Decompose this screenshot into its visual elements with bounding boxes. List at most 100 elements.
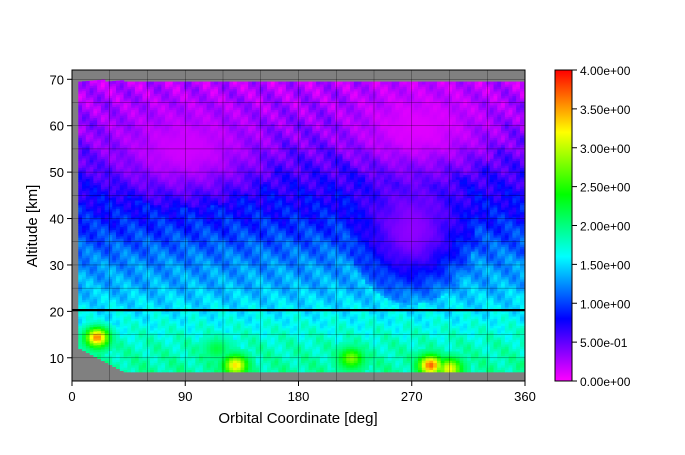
heatmap-cell <box>176 130 181 134</box>
heatmap-cell <box>183 353 189 357</box>
heatmap-cell <box>108 192 113 196</box>
heatmap-cell <box>168 350 174 354</box>
heatmap-cell <box>183 132 189 136</box>
heatmap-cell <box>100 98 106 102</box>
heatmap-cell <box>93 349 98 353</box>
heatmap-cell <box>142 153 147 157</box>
heatmap-cell <box>191 151 196 155</box>
heatmap-cell <box>153 134 159 138</box>
heatmap-cell <box>165 230 170 234</box>
heatmap-cell <box>183 367 189 370</box>
heatmap-cell <box>150 327 155 331</box>
heatmap-cell <box>161 165 166 169</box>
heatmap-cell <box>157 153 162 157</box>
heatmap-cell <box>127 86 132 90</box>
heatmap-cell <box>165 260 170 264</box>
heatmap-cell <box>104 353 110 357</box>
heatmap-cell <box>183 232 189 236</box>
heatmap-cell <box>119 277 125 281</box>
heatmap-cell <box>150 193 155 196</box>
heatmap-cell <box>89 103 94 107</box>
heatmap-cell <box>100 100 106 104</box>
heatmap-cell <box>157 100 162 104</box>
heatmap-cell <box>134 95 140 99</box>
heatmap-cell <box>134 183 140 187</box>
heatmap-cell <box>127 322 132 326</box>
heatmap-cell <box>195 220 200 224</box>
heatmap-cell <box>183 304 189 308</box>
heatmap-cell <box>172 302 178 306</box>
heatmap-cell <box>116 173 121 177</box>
heatmap-cell <box>153 297 159 301</box>
heatmap-cell <box>157 220 162 224</box>
heatmap-cell <box>119 256 125 260</box>
heatmap-cell <box>187 95 193 99</box>
heatmap-cell <box>127 332 132 336</box>
heatmap-cell <box>100 209 106 213</box>
heatmap-cell <box>142 155 147 159</box>
heatmap-cell <box>138 313 144 317</box>
heatmap-cell <box>131 267 136 271</box>
heatmap-cell <box>150 281 155 285</box>
heatmap-cell <box>89 263 94 267</box>
heatmap-cell <box>100 246 106 250</box>
heatmap-cell <box>116 82 121 86</box>
heatmap-cell <box>153 223 159 227</box>
heatmap-cell <box>195 234 200 238</box>
heatmap-cell <box>116 280 121 284</box>
heatmap-cell <box>131 262 136 266</box>
heatmap-cell <box>187 118 193 122</box>
heatmap-cell <box>195 139 200 143</box>
heatmap-cell <box>146 107 151 111</box>
heatmap-cell <box>134 118 140 122</box>
heatmap-cell <box>187 218 193 222</box>
heatmap-cell <box>131 121 136 124</box>
heatmap-cell <box>123 362 128 366</box>
heatmap-cell <box>85 111 91 115</box>
heatmap-cell <box>89 273 94 277</box>
heatmap-cell <box>150 230 155 234</box>
heatmap-cell <box>97 316 102 320</box>
heatmap-cell <box>134 83 140 87</box>
heatmap-cell <box>165 227 170 231</box>
heatmap-cell <box>97 175 102 179</box>
heatmap-cell <box>157 109 162 113</box>
heatmap-cell <box>191 332 196 336</box>
heatmap-cell <box>138 199 144 203</box>
heatmap-cell <box>78 139 83 143</box>
heatmap-cell <box>168 343 174 347</box>
heatmap-cell <box>104 83 110 87</box>
heatmap-cell <box>172 297 178 301</box>
heatmap-cell <box>85 287 91 291</box>
heatmap-cell <box>180 269 185 273</box>
heatmap-cell <box>89 178 94 182</box>
heatmap-cell <box>191 206 196 210</box>
heatmap-cell <box>199 239 204 243</box>
heatmap-cell <box>142 244 147 247</box>
heatmap-cell <box>191 239 196 243</box>
heatmap-cell <box>134 125 140 129</box>
heatmap-cell <box>180 81 185 85</box>
heatmap-cell <box>187 134 193 138</box>
heatmap-cell <box>146 260 151 264</box>
heatmap-cell <box>119 110 125 114</box>
heatmap-cell <box>199 264 204 268</box>
heatmap-cell <box>161 195 166 199</box>
heatmap-cell <box>116 326 121 330</box>
heatmap-cell <box>97 135 102 139</box>
heatmap-cell <box>138 134 144 138</box>
heatmap-cell <box>176 255 181 259</box>
heatmap-cell <box>119 89 125 93</box>
heatmap-cell <box>93 87 98 91</box>
heatmap-cell <box>187 186 193 189</box>
heatmap-cell <box>165 244 170 247</box>
heatmap-cell <box>78 162 83 166</box>
heatmap-cell <box>112 83 117 87</box>
heatmap-cell <box>78 311 83 315</box>
heatmap-cell <box>108 132 113 136</box>
heatmap-cell <box>142 227 147 231</box>
heatmap-cell <box>172 111 178 115</box>
heatmap-cell <box>134 283 140 287</box>
heatmap-cell <box>180 209 185 213</box>
heatmap-cell <box>82 132 87 136</box>
